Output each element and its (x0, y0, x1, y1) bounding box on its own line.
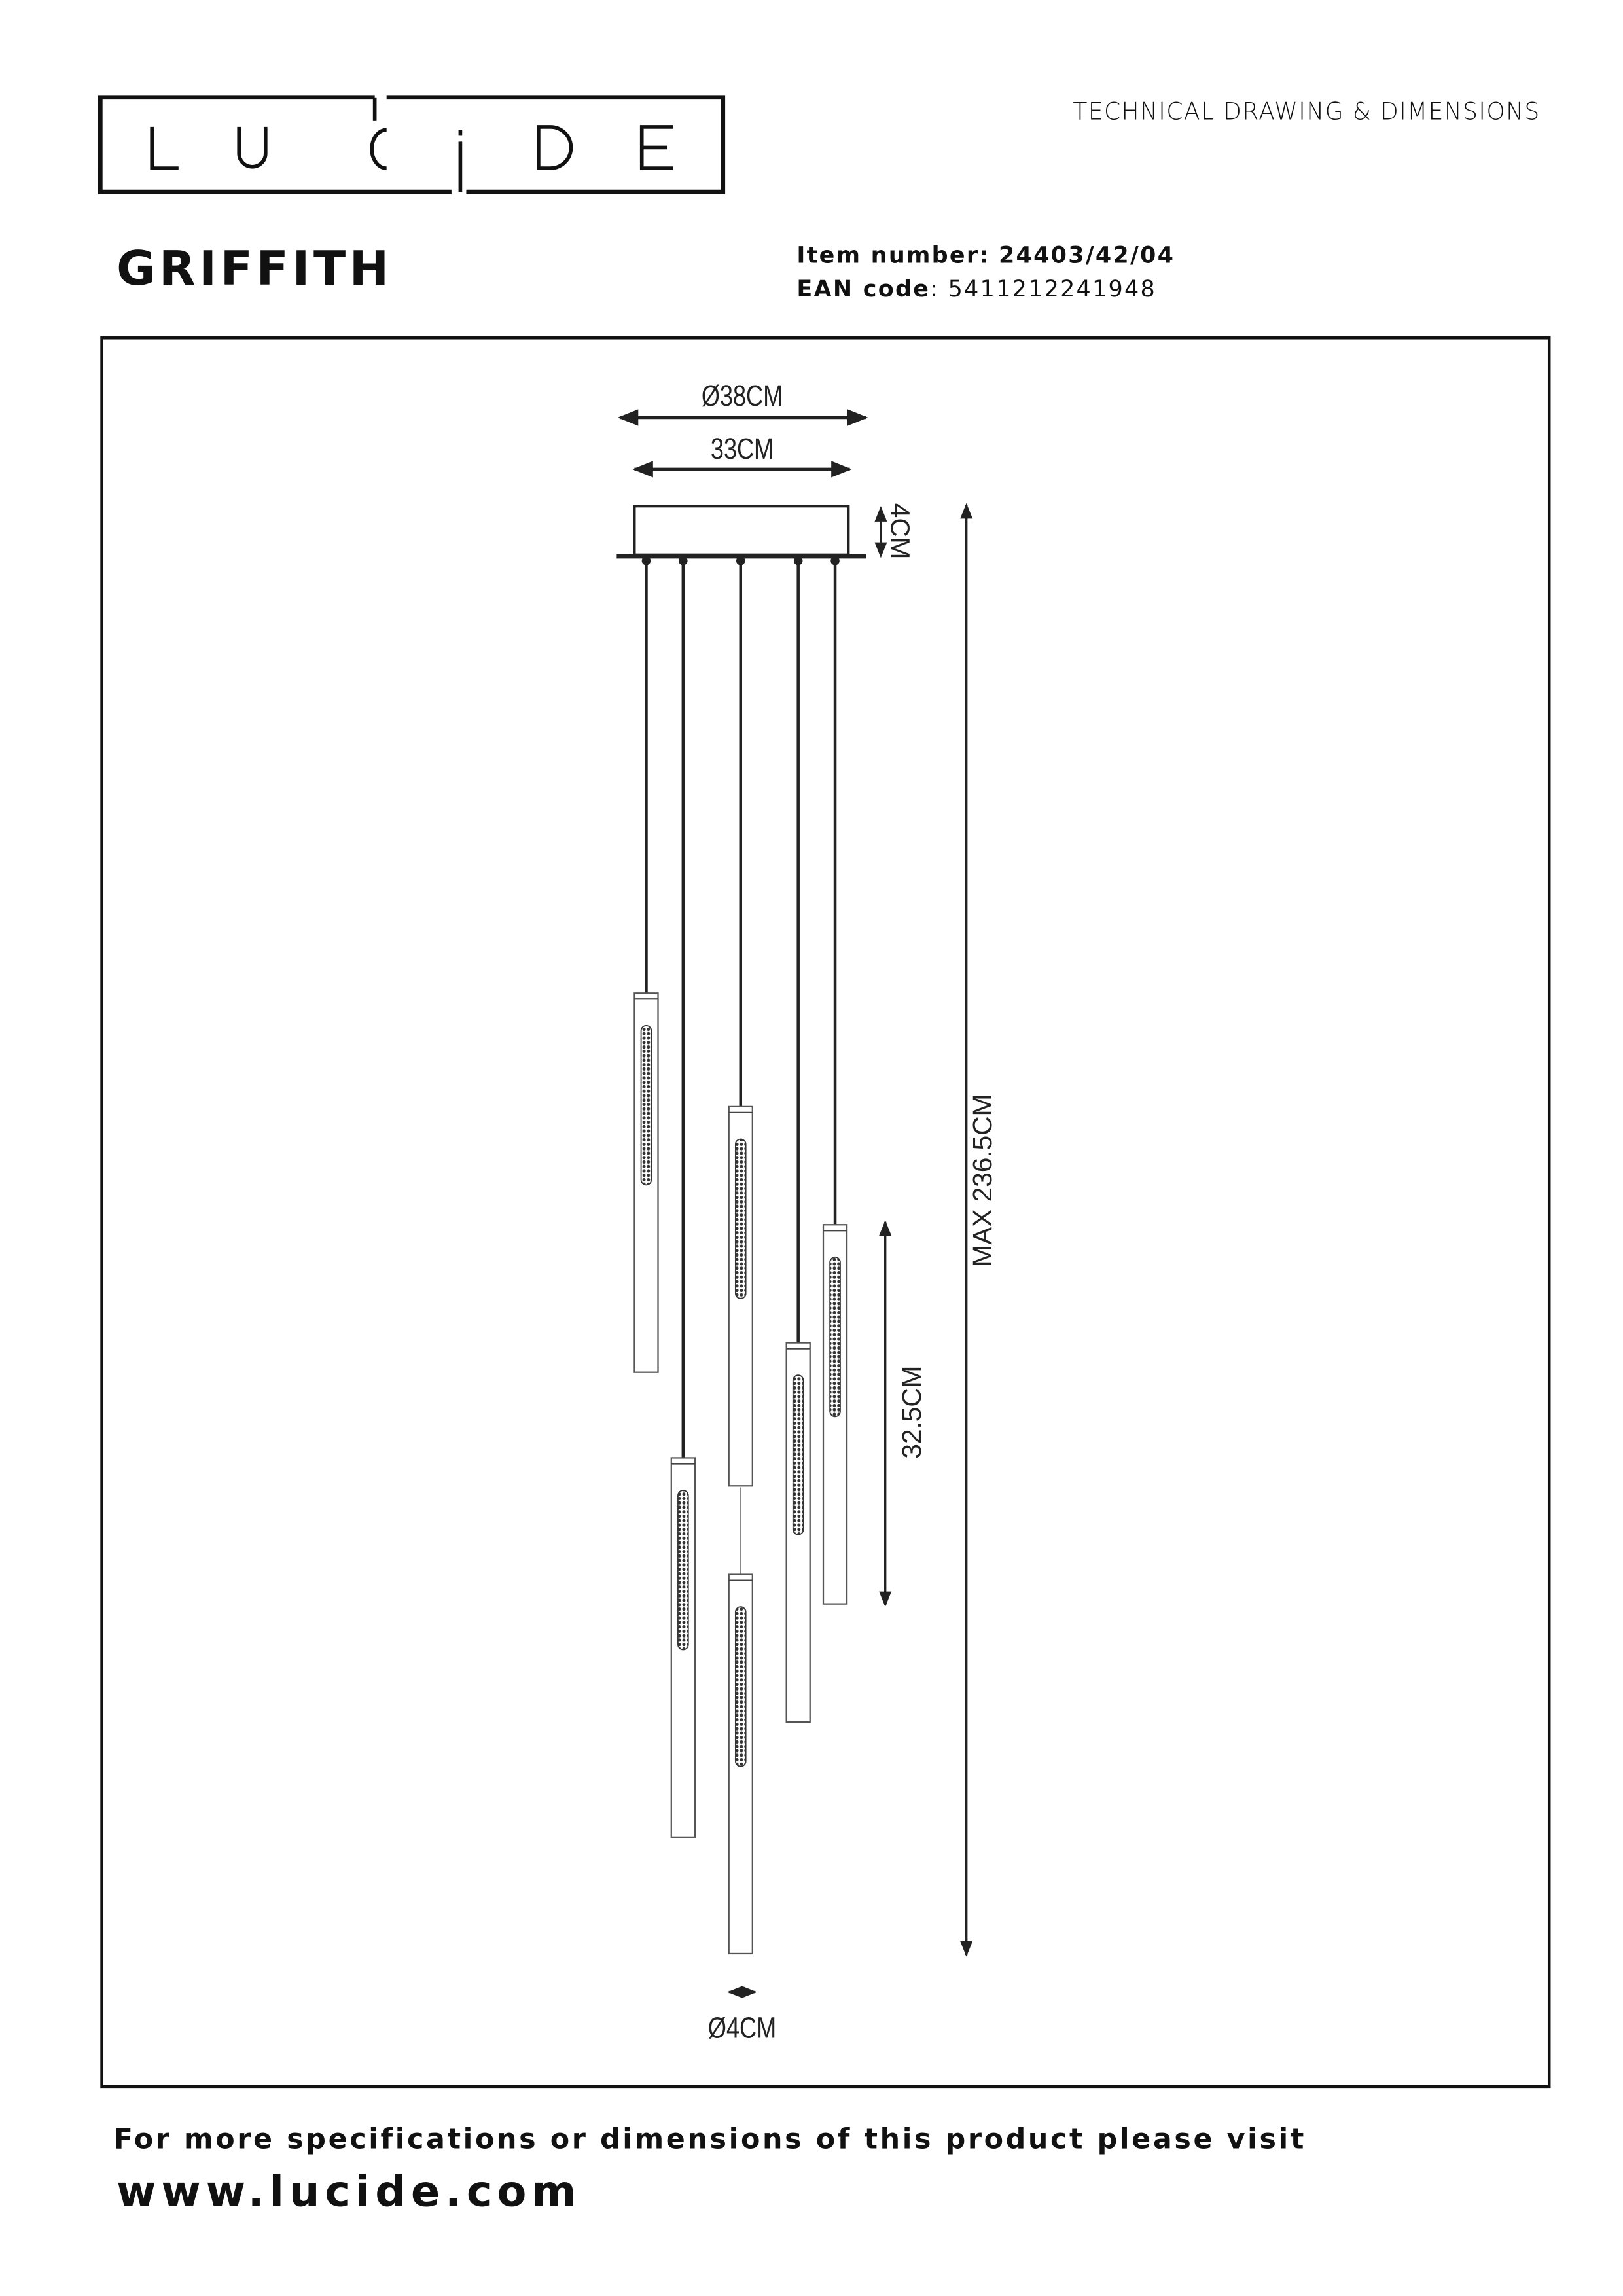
product-codes: Item number: 24403/42/04 EAN code: 54112… (796, 239, 1175, 307)
cord-mount (793, 556, 803, 565)
led-strip (640, 1024, 652, 1186)
document-type: TECHNICAL DRAWING & DIMENSIONS (1073, 97, 1541, 126)
cord-mount (641, 556, 651, 565)
footer-note: For more specifications or dimensions of… (113, 2123, 1306, 2156)
outer-diameter-label: Ø38CM (702, 379, 783, 412)
led-strip (829, 1256, 841, 1418)
canopy-height-label: 4CM (885, 503, 916, 560)
canopy (633, 505, 850, 556)
led-strip (734, 1138, 747, 1299)
max-height-label: MAX 236.5CM (967, 1094, 997, 1267)
website-link[interactable]: www.lucide.com (116, 2166, 582, 2217)
inner-width-label: 33CM (711, 432, 774, 465)
item-number-label: Item number: (796, 242, 990, 269)
drawing-frame (100, 336, 1551, 2089)
pendant-diameter-label: Ø4CM (708, 2011, 776, 2045)
led-strip (792, 1374, 804, 1535)
item-number-row: Item number: 24403/42/04 (796, 239, 1175, 273)
cord-mount (830, 556, 840, 565)
cord-mount (736, 556, 745, 565)
ean-code: 5411212241948 (948, 276, 1156, 303)
lucide-logo (98, 95, 726, 194)
item-number: 24403/42/04 (998, 242, 1175, 269)
pendant-length-label: 32.5CM (897, 1366, 927, 1459)
led-strip (734, 1606, 747, 1767)
ean-row: EAN code: 5411212241948 (796, 276, 1156, 303)
pendants (633, 556, 848, 1955)
cord-mount (679, 556, 688, 565)
product-name: GRIFFITH (116, 240, 393, 297)
led-strip (677, 1490, 689, 1651)
ean-label: EAN code (796, 276, 931, 303)
